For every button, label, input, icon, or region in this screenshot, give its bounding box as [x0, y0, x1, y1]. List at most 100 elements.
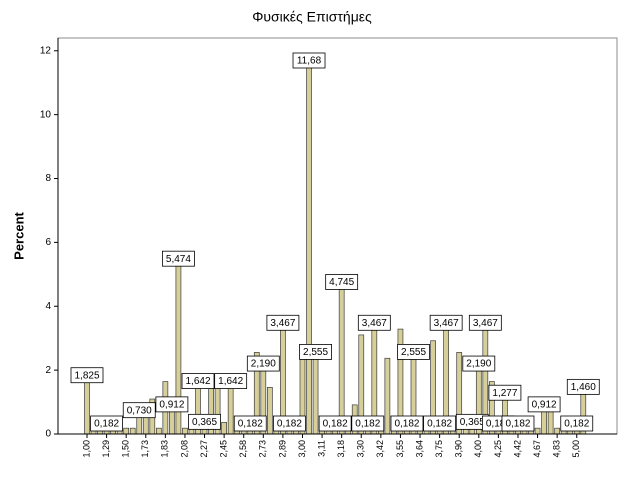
value-label-box [246, 355, 280, 372]
value-label: 1,642 [218, 376, 243, 387]
x-tick-label: 3,18 [336, 440, 346, 458]
x-tick-label: 2,58 [238, 440, 248, 458]
bar [221, 421, 227, 435]
value-label: 2,190 [251, 359, 276, 370]
x-tick-label: 3,55 [395, 440, 405, 458]
value-label-box [357, 314, 391, 331]
value-label: 4,745 [329, 277, 354, 288]
bar [182, 427, 188, 435]
value-label-box [390, 415, 424, 432]
bar [84, 375, 90, 435]
value-label: 0,182 [355, 419, 380, 430]
value-label-box [181, 373, 215, 389]
value-label: 1,460 [571, 382, 596, 393]
x-tick-label: 2,27 [199, 440, 209, 458]
value-label-box [429, 314, 463, 331]
value-label: 3,467 [434, 318, 459, 329]
value-label-box [70, 367, 104, 384]
x-tick-label: 2,08 [179, 440, 189, 458]
value-label-box [292, 52, 326, 69]
value-label-box [188, 413, 221, 430]
y-tick-label: 10 [40, 109, 52, 120]
x-tick-label: 1,50 [121, 440, 131, 458]
value-label: 0,182 [277, 419, 302, 430]
y-axis-label: Percent [11, 211, 26, 259]
value-label-box [423, 415, 457, 432]
value-label: 1,277 [492, 388, 517, 399]
value-label-box [325, 274, 359, 290]
x-tick-label: 1,00 [81, 440, 91, 458]
value-label: 2,555 [303, 347, 328, 358]
chart-title: Φυσικές Επιστήμες [252, 9, 372, 25]
x-tick-label: 3,64 [414, 440, 424, 458]
value-label: 0,730 [127, 405, 152, 416]
value-label-box [527, 396, 561, 413]
x-tick-label: 3,75 [434, 440, 444, 458]
x-tick-label: 1,73 [140, 440, 150, 458]
x-tick-label: 2,73 [258, 440, 268, 458]
value-label: 0,182 [564, 419, 589, 430]
y-tick-label: 4 [45, 301, 51, 312]
value-label: 0,182 [323, 419, 348, 430]
bar [129, 427, 136, 435]
value-label: 0,182 [238, 419, 263, 430]
value-label-box [468, 314, 502, 331]
bar [266, 387, 273, 435]
value-label: 2,555 [401, 347, 426, 358]
value-label-box [488, 384, 522, 401]
value-label-box [318, 415, 352, 432]
x-tick-label: 3,11 [316, 440, 326, 457]
bar [554, 427, 561, 435]
value-label: 3,467 [270, 318, 295, 329]
value-label-box [351, 415, 385, 432]
value-label-box [266, 314, 300, 331]
value-label-box [273, 415, 306, 432]
value-label: 2,190 [466, 359, 491, 370]
bar [312, 352, 319, 435]
bar [123, 427, 130, 435]
bar [155, 427, 162, 435]
value-label: 3,467 [362, 318, 387, 329]
value-label: 0,912 [159, 400, 184, 411]
y-tick-label: 8 [45, 173, 51, 184]
x-tick-label: 4,00 [473, 440, 483, 458]
x-tick-label: 4,42 [512, 440, 522, 458]
value-label-box [501, 415, 535, 432]
y-tick-label: 12 [40, 45, 52, 56]
value-label: 3,467 [473, 318, 498, 329]
value-label-box [462, 355, 496, 372]
value-label: 0,912 [532, 400, 557, 411]
x-tick-label: 4,25 [493, 440, 503, 458]
value-label: 1,825 [74, 370, 99, 381]
value-label: 11,68 [297, 56, 322, 67]
x-tick-label: 1,83 [160, 440, 170, 458]
x-tick-label: 1,29 [101, 440, 111, 458]
value-label-box [155, 396, 189, 413]
bar [227, 381, 234, 435]
value-label-box [233, 415, 267, 432]
value-label: 0,182 [486, 419, 511, 430]
value-label: 0,182 [94, 419, 119, 430]
value-label-box [162, 250, 195, 267]
value-label-box [214, 373, 248, 389]
x-tick-label: 2,45 [219, 440, 229, 458]
value-label-box [90, 415, 123, 432]
value-label: 0,365 [192, 417, 217, 428]
value-label-box [560, 415, 594, 432]
x-tick-label: 3,42 [375, 440, 385, 458]
bar [384, 357, 391, 435]
x-tick-label: 3,90 [454, 440, 464, 458]
x-tick-label: 3,30 [356, 440, 366, 458]
x-tick-label: 4,83 [552, 440, 562, 458]
x-tick-label: 2,89 [277, 440, 287, 458]
value-label: 0,365 [460, 417, 485, 428]
y-tick-label: 0 [45, 429, 51, 440]
value-label-box [122, 402, 156, 419]
value-label: 1,642 [185, 376, 210, 387]
value-label-box [566, 378, 600, 395]
bar [338, 282, 345, 435]
x-tick-label: 3,00 [297, 440, 307, 458]
y-tick-label: 6 [45, 237, 51, 248]
value-label: 0,182 [427, 419, 452, 430]
